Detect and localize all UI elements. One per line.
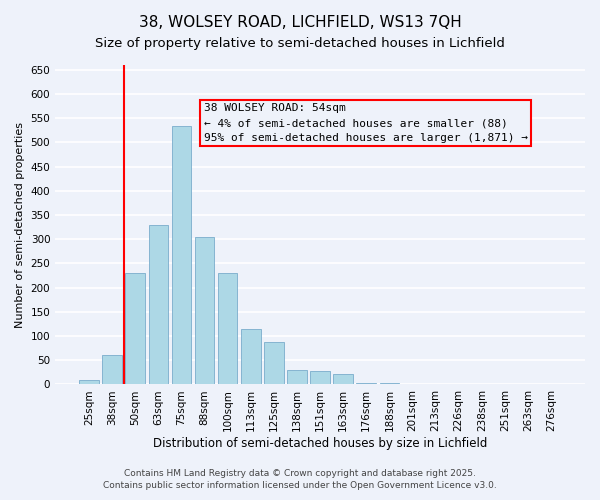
Bar bbox=[310, 372, 330, 384]
Bar bbox=[79, 380, 99, 384]
X-axis label: Distribution of semi-detached houses by size in Lichfield: Distribution of semi-detached houses by … bbox=[153, 437, 487, 450]
Bar bbox=[149, 224, 168, 384]
Text: 38, WOLSEY ROAD, LICHFIELD, WS13 7QH: 38, WOLSEY ROAD, LICHFIELD, WS13 7QH bbox=[139, 15, 461, 30]
Text: 38 WOLSEY ROAD: 54sqm
← 4% of semi-detached houses are smaller (88)
95% of semi-: 38 WOLSEY ROAD: 54sqm ← 4% of semi-detac… bbox=[203, 104, 527, 143]
Y-axis label: Number of semi-detached properties: Number of semi-detached properties bbox=[15, 122, 25, 328]
Text: Size of property relative to semi-detached houses in Lichfield: Size of property relative to semi-detach… bbox=[95, 38, 505, 51]
Bar bbox=[334, 374, 353, 384]
Bar bbox=[125, 273, 145, 384]
Text: Contains HM Land Registry data © Crown copyright and database right 2025.
Contai: Contains HM Land Registry data © Crown c… bbox=[103, 469, 497, 490]
Bar bbox=[103, 356, 122, 384]
Bar bbox=[218, 273, 238, 384]
Bar bbox=[195, 237, 214, 384]
Bar bbox=[172, 126, 191, 384]
Bar bbox=[241, 329, 260, 384]
Bar bbox=[356, 383, 376, 384]
Bar bbox=[264, 342, 284, 384]
Bar bbox=[287, 370, 307, 384]
